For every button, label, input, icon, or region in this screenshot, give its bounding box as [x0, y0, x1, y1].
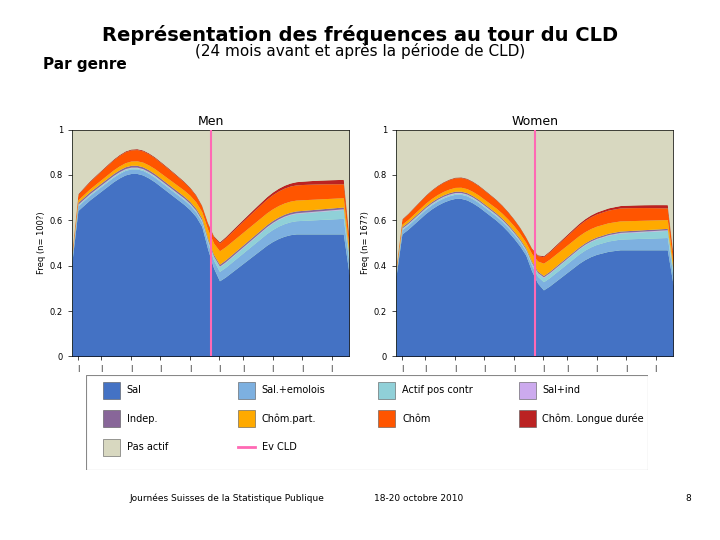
Text: Représentation des fréquences au tour du CLD: Représentation des fréquences au tour du… [102, 25, 618, 45]
Bar [103, 438, 120, 456]
Text: Chôm.part.: Chôm.part. [261, 414, 316, 424]
Y-axis label: Freq (n= 100?): Freq (n= 100?) [37, 212, 45, 274]
Text: (24 mois avant et après la période de CLD): (24 mois avant et après la période de CL… [195, 43, 525, 59]
Text: 8: 8 [685, 494, 691, 503]
Bar [238, 410, 255, 427]
Text: Pas actif: Pas actif [127, 442, 168, 452]
Text: Sal+ind: Sal+ind [542, 386, 580, 395]
Bar [103, 410, 120, 427]
Bar [103, 382, 120, 399]
Text: Indep.: Indep. [127, 414, 158, 424]
Bar [379, 410, 395, 427]
Bar [238, 382, 255, 399]
Text: Sal.+emolois: Sal.+emolois [261, 386, 325, 395]
Bar [519, 410, 536, 427]
Text: Chôm: Chôm [402, 414, 431, 424]
Text: Par genre: Par genre [43, 57, 127, 72]
Title: Women: Women [511, 116, 558, 129]
Text: Ufficio di Statistica: Ufficio di Statistica [158, 508, 322, 523]
Title: Men: Men [197, 116, 224, 129]
Text: Ev CLD: Ev CLD [261, 442, 297, 452]
Text: Actif pos contr: Actif pos contr [402, 386, 473, 395]
Text: Chôm. Longue durée: Chôm. Longue durée [542, 414, 644, 424]
Bar [519, 382, 536, 399]
FancyBboxPatch shape [86, 375, 648, 470]
Text: Sal: Sal [127, 386, 142, 395]
Bar [379, 382, 395, 399]
Text: 18-20 octobre 2010: 18-20 octobre 2010 [374, 494, 464, 503]
Y-axis label: Freq (n= 167?): Freq (n= 167?) [361, 212, 369, 274]
Text: Journées Suisses de la Statistique Publique: Journées Suisses de la Statistique Publi… [130, 494, 325, 503]
